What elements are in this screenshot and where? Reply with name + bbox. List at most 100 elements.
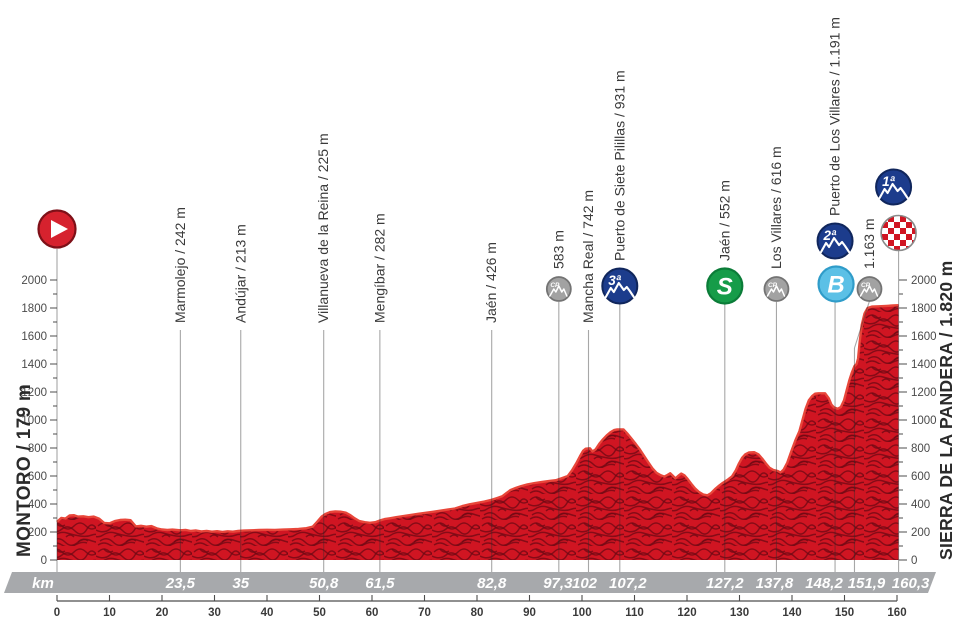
cp-label: CP	[768, 282, 778, 289]
waypoint-label: Villanueva de la Reina / 225 m	[315, 133, 331, 323]
cp-icon: CP	[763, 276, 790, 302]
left-axis-tick-label: 200	[28, 527, 47, 539]
right-axis-tick-label: 0	[911, 555, 917, 567]
ruler-tick-label: 20	[156, 607, 169, 619]
ruler-tick-label: 140	[782, 607, 801, 619]
waypoint-elbow-line	[853, 300, 870, 349]
start-location-label: MONTORO / 179 m	[14, 384, 35, 557]
ruler-tick-label: 120	[677, 607, 696, 619]
km-band-unit-label: km	[32, 575, 54, 592]
waypoint-labels: Marmolejo / 242 m Andújar / 213 m Villanue…	[14, 17, 956, 560]
left-axis-tick-label: 400	[28, 499, 47, 511]
ruler-tick-label: 100	[572, 607, 591, 619]
cp-icon: CP	[856, 276, 883, 302]
left-axis-tick-label: 1800	[21, 303, 47, 315]
distance-ruler: 0 10 20 30 40 50 60 70 80 90 100 110 120 130 140 150 160	[54, 595, 907, 619]
cp-circle	[856, 276, 883, 302]
ruler-tick-label: 160	[887, 607, 906, 619]
right-axis-tick-label: 600	[911, 471, 930, 483]
km-band-value: 23,5	[165, 575, 196, 592]
waypoint-label: Andújar / 213 m	[232, 224, 248, 323]
sprint-icon-label: S	[717, 274, 733, 301]
ruler-tick-label: 30	[208, 607, 221, 619]
cp-label: CP	[550, 282, 560, 289]
km-band-value: 102	[572, 575, 598, 592]
finish-circle	[880, 214, 917, 252]
left-axis-tick-label: 2000	[21, 275, 47, 287]
waypoint-label: 583 m	[550, 230, 566, 269]
finish-location-label: SIERRA DE LA PANDERA / 1.820 m	[936, 261, 956, 560]
ruler-tick-label: 40	[261, 607, 274, 619]
bonification-icon: B	[817, 265, 855, 303]
ruler-tick-label: 110	[625, 607, 644, 619]
km-band-bar	[4, 572, 936, 593]
km-band-value: 137,8	[756, 575, 794, 592]
elevation-axes: 0 0 200 200 400 400 600 600 800 800 1000 1000 1200 12…	[21, 275, 936, 567]
right-axis-tick-label: 1000	[911, 415, 937, 427]
sprint-icon: S	[706, 267, 744, 305]
waypoint-label: Puerto de Los Villares / 1.191 m	[827, 17, 843, 216]
ruler-tick-label: 70	[418, 607, 431, 619]
km-band-value: 148,2	[805, 575, 843, 592]
km-band-value: 82,8	[477, 575, 507, 592]
mountain-glyph	[766, 285, 786, 297]
waypoint-label: 1.163 m	[861, 218, 877, 269]
right-axis-tick-label: 400	[911, 499, 930, 511]
waypoint-label: Los Villares / 616 m	[768, 146, 784, 269]
ruler-tick-label: 10	[103, 607, 116, 619]
waypoint-label: Marmolejo / 242 m	[172, 207, 188, 323]
left-axis-tick-label: 800	[28, 443, 47, 455]
km-band: km 23,5 35 50,8 61,5 82,8 97,3 102 107,2 127,2 137…	[4, 572, 936, 593]
right-axis-tick-label: 200	[911, 527, 930, 539]
mountain-glyph	[878, 182, 909, 200]
sprint-icon-circle	[706, 267, 744, 305]
right-axis-tick-label: 1800	[911, 303, 937, 315]
km-band-value: 151,9	[848, 575, 886, 592]
right-axis-tick-label: 1200	[911, 387, 937, 399]
km-band-value: 35	[232, 575, 249, 592]
ruler-tick-label: 150	[835, 607, 854, 619]
waypoint-label: Jaén / 426 m	[483, 242, 499, 323]
mountain-glyph	[604, 281, 635, 299]
category-icon-cat2: 2ª	[816, 222, 854, 260]
right-axis-tick-label: 800	[911, 443, 930, 455]
waypoint-label: Puerto de Siete Pilillas / 931 m	[611, 70, 627, 261]
ruler-tick-label: 0	[54, 607, 60, 619]
waypoint-icons: CP 3ª S CP 2ª B CP 1ª	[37, 168, 917, 305]
play-triangle	[51, 220, 68, 238]
left-axis-tick-label: 1600	[21, 331, 47, 343]
category-icon-cat3: 3ª	[601, 267, 639, 305]
ruler-tick-label: 80	[471, 607, 484, 619]
left-axis-tick-label: 1400	[21, 359, 47, 371]
finish-icon	[880, 214, 917, 252]
cp-circle	[545, 276, 572, 302]
km-band-value: 61,5	[365, 575, 395, 592]
mountain-glyph	[549, 285, 568, 297]
bonification-icon-label: B	[827, 272, 844, 299]
right-axis-tick-label: 1600	[911, 331, 937, 343]
category-icon-cat1: 1ª	[875, 168, 913, 206]
cp-icon: CP	[545, 276, 572, 302]
km-band-value: 97,3	[543, 575, 573, 592]
left-axis-tick-label: 600	[28, 471, 47, 483]
ruler-tick-label: 130	[730, 607, 749, 619]
mountain-glyph	[859, 285, 879, 297]
waypoint-label: Mancha Real / 742 m	[580, 190, 596, 323]
elevation-profile	[56, 304, 899, 560]
ruler-tick-label: 60	[366, 607, 379, 619]
profile-top-edge	[56, 304, 899, 534]
right-axis-tick-label: 1400	[911, 359, 937, 371]
start-play-icon	[37, 209, 77, 249]
waypoint-lines	[56, 249, 900, 572]
ruler-tick-label: 90	[523, 607, 536, 619]
waypoint-label: Mengíbar / 282 m	[371, 213, 387, 323]
bonification-icon-circle	[817, 265, 855, 303]
right-axis-tick-label: 2000	[911, 275, 937, 287]
profile-area-texture	[57, 305, 899, 560]
km-band-value: 107,2	[609, 575, 647, 592]
cp-circle	[763, 276, 790, 302]
km-band-value: 127,2	[706, 575, 744, 592]
cp-label: CP	[861, 282, 871, 289]
